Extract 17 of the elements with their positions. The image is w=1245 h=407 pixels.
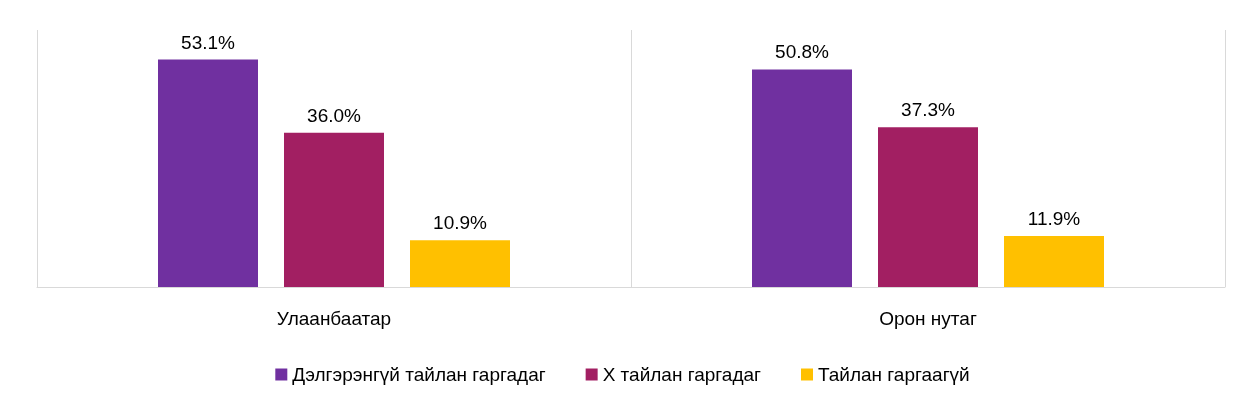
x-tick-label: Орон нутаг xyxy=(879,308,977,329)
bar xyxy=(284,132,384,287)
data-label: 36.0% xyxy=(307,104,362,126)
data-label: 10.9% xyxy=(433,212,488,234)
data-label: 50.8% xyxy=(775,41,830,63)
bar xyxy=(1004,236,1104,287)
data-label: 37.3% xyxy=(901,99,956,121)
data-label: 11.9% xyxy=(1027,208,1081,230)
legend-label: Х тайлан гаргадаг xyxy=(602,364,762,385)
bar xyxy=(410,240,510,287)
x-tick-label: Улаанбаатар xyxy=(276,308,392,329)
bar xyxy=(878,127,978,287)
legend-label: Тайлан гаргаагүй xyxy=(818,364,970,385)
legend-label: Дэлгэрэнгүй тайлан гаргадаг xyxy=(292,364,546,385)
bar xyxy=(158,59,258,287)
data-label: 53.1% xyxy=(181,31,236,53)
bar xyxy=(752,69,852,287)
